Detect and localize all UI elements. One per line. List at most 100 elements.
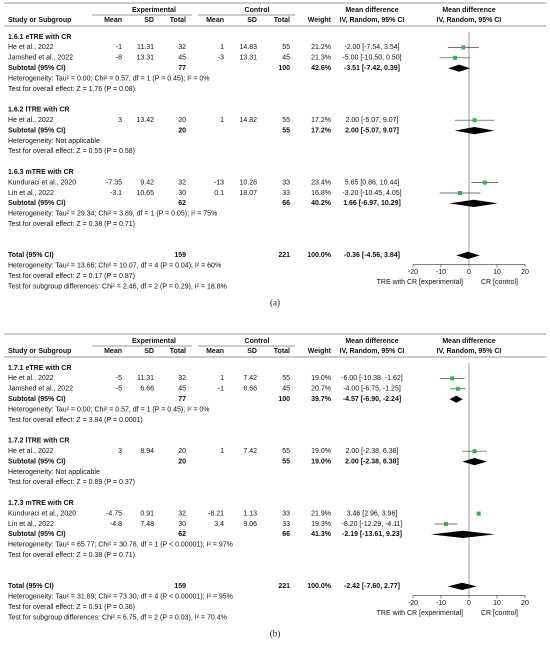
- weight: 19.3%: [311, 521, 331, 528]
- diamond: [447, 582, 477, 590]
- exp-value: 45: [178, 386, 186, 393]
- summary-label: Subtotal (95% CI): [8, 531, 66, 538]
- ci-label: -6.00 [-10.38, -1.62]: [341, 375, 403, 382]
- ctrl-total: 55: [282, 127, 290, 134]
- summary-label: Subtotal (95% CI): [8, 65, 66, 72]
- ctrl-total: 66: [282, 531, 290, 538]
- ci-label: 2.00 [-2.38, 6.38]: [345, 458, 399, 465]
- exp-value: 6.66: [140, 386, 154, 393]
- weight: 21.2%: [311, 44, 331, 51]
- study-name: He et al., 2022: [8, 375, 54, 382]
- favours-left: TRE with CR [experimental]: [377, 279, 463, 286]
- column-header: Weight: [308, 17, 332, 24]
- exp-value: 0.91: [140, 510, 154, 517]
- study-name: Kunduraci et al., 2020: [8, 179, 76, 186]
- exp-total: 20: [178, 127, 186, 134]
- heterogeneity: Heterogeneity: Tau² = 65.77; Chi² = 30.7…: [8, 542, 233, 549]
- overall-effect: Test for overall effect: Z = 3.84 (P = 0…: [8, 417, 143, 424]
- diamond: [454, 127, 495, 135]
- ctrl-value: 0.1: [214, 190, 224, 197]
- x-tick-label: 10: [493, 269, 501, 276]
- exp-total: 62: [178, 531, 186, 538]
- ctrl-value: 13.31: [239, 55, 257, 62]
- exp-value: 8.94: [140, 448, 154, 455]
- ctrl-value: 10.28: [239, 179, 257, 186]
- column-header: Mean: [104, 17, 122, 24]
- ctrl-value: 33: [282, 179, 290, 186]
- x-tick-label: -10: [436, 269, 446, 276]
- effect-square: [472, 449, 477, 454]
- group-header: Control: [245, 7, 270, 14]
- panel-label: (a): [270, 297, 280, 307]
- weight: 20.7%: [311, 386, 331, 393]
- ctrl-value: 55: [282, 44, 290, 51]
- overall-effect: Test for overall effect: Z = 0.38 (P = 0…: [8, 221, 135, 228]
- favours-right: CR [control]: [481, 279, 518, 286]
- diamond: [449, 395, 463, 403]
- diamond: [456, 251, 480, 259]
- heterogeneity: Heterogeneity: Not applicable: [8, 469, 100, 476]
- ci-label: -8.20 [-12.29, -4.11]: [342, 521, 403, 528]
- overall-effect: Test for overall effect: Z = 0.38 (P = 0…: [8, 552, 135, 559]
- study-name: Lin et al., 2022: [8, 521, 54, 528]
- ctrl-value: 1: [220, 117, 224, 124]
- ci-label: 1.66 [-6.97, 10.29]: [343, 200, 401, 207]
- summary-label: Subtotal (95% CI): [8, 200, 66, 207]
- ctrl-total: 100: [278, 396, 290, 403]
- ci-label: -5.00 [-10.50, 0.50]: [342, 55, 401, 62]
- exp-value: 20: [178, 448, 186, 455]
- diamond: [430, 530, 495, 538]
- weight: 23.4%: [311, 179, 331, 186]
- overall-effect: Test for overall effect: Z = 1.76 (P = 0…: [8, 86, 135, 93]
- x-tick-label: -10: [436, 600, 446, 607]
- column-header: IV, Random, 95% CI: [340, 348, 405, 355]
- weight: 16.8%: [311, 190, 331, 197]
- study-name: Jamshed et al., 2022: [8, 55, 73, 62]
- group-header: Experimental: [132, 7, 176, 14]
- effect-square: [482, 180, 487, 185]
- x-tick-label: 20: [521, 269, 529, 276]
- weight: 17.2%: [311, 117, 331, 124]
- column-header: Total: [170, 348, 186, 355]
- heterogeneity: Heterogeneity: Tau² = 13.66; Chi² = 10.0…: [8, 263, 221, 270]
- ci-label: -0.36 [-4.56, 3.84]: [344, 252, 400, 259]
- effect-square: [453, 55, 457, 60]
- weight: 42.6%: [311, 65, 332, 72]
- exp-value: 32: [178, 510, 186, 517]
- exp-total: 159: [174, 252, 186, 259]
- ci-label: -2.19 [-13.61, 9.23]: [342, 531, 402, 538]
- weight: 21.3%: [311, 55, 331, 62]
- effect-square: [444, 522, 449, 526]
- ctrl-value: 7.42: [243, 448, 257, 455]
- subgroup-title: 1.7.2 lTRE with CR: [8, 438, 69, 445]
- exp-value: -3.1: [110, 190, 122, 197]
- summary-label: Subtotal (95% CI): [8, 458, 66, 465]
- ci-label: -4.57 [-6.90, -2.24]: [343, 396, 401, 403]
- effect-square: [476, 511, 481, 516]
- ctrl-value: 14.83: [239, 44, 257, 51]
- ctrl-value: 1: [220, 448, 224, 455]
- subgroup-test: Test for subgroup differences: Chi² = 6.…: [8, 614, 227, 621]
- study-name: Jamshed et al., 2022: [8, 386, 73, 393]
- heterogeneity: Heterogeneity: Tau² = 29.34; Chi² = 3.89…: [8, 211, 217, 218]
- ci-label: 3.46 [2.96, 3.96]: [347, 510, 398, 517]
- ctrl-value: 45: [282, 386, 290, 393]
- ci-label: -2.42 [-7.60, 2.77]: [344, 583, 400, 590]
- heterogeneity: Heterogeneity: Tau² = 31.89; Chi² = 73.3…: [8, 594, 233, 601]
- ctrl-value: 18.07: [239, 190, 257, 197]
- ctrl-value: 33: [282, 521, 290, 528]
- weight: 100.0%: [307, 583, 332, 590]
- ctrl-value: 6.66: [243, 386, 257, 393]
- weight: 100.0%: [307, 252, 332, 259]
- ctrl-value: -1: [218, 386, 224, 393]
- heterogeneity: Heterogeneity: Tau² = 0.00; Chi² = 0.57,…: [8, 406, 210, 413]
- exp-value: 9.42: [140, 179, 154, 186]
- study-name: He et al., 2022: [8, 44, 54, 51]
- x-tick-label: 20: [521, 600, 529, 607]
- ctrl-total: 100: [278, 65, 290, 72]
- exp-value: 10.65: [136, 190, 154, 197]
- exp-value: -4.75: [106, 510, 122, 517]
- exp-value: 30: [178, 190, 186, 197]
- column-header: Mean: [104, 348, 122, 355]
